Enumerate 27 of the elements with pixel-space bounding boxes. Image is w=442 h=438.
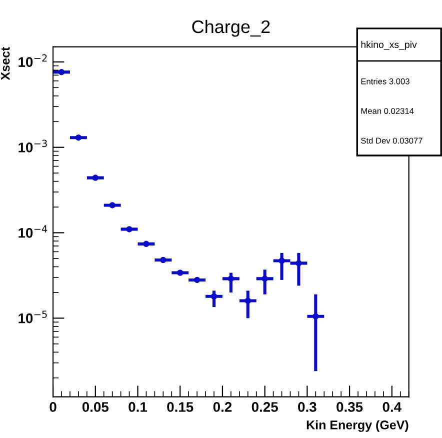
x-tick-label: 0.1 xyxy=(128,402,148,412)
y-tick-label: 10$^{−5}$ xyxy=(18,310,47,324)
point xyxy=(278,258,285,264)
point xyxy=(244,298,252,304)
x-tick-label: 0.35 xyxy=(336,402,363,412)
x-tick-label: 0.2 xyxy=(213,402,232,412)
x-tick-label: 0.4 xyxy=(382,402,402,412)
x-tick-label: 0.15 xyxy=(167,402,194,412)
y-tick-label: 10$^{−4}$ xyxy=(18,225,48,238)
annotation: Entries 3.003 xyxy=(361,78,410,84)
x-tick-label: 0.3 xyxy=(298,402,316,412)
y-axis-title: Xsect xyxy=(1,47,10,80)
point xyxy=(296,260,302,266)
point xyxy=(312,313,319,320)
point xyxy=(228,276,234,282)
annotation: hkino_xs_piv xyxy=(361,40,417,50)
x-tick-label: 0 xyxy=(50,402,56,412)
x-axis-title: Kin Energy (GeV) xyxy=(306,420,408,432)
x-tick-label: 0.05 xyxy=(82,402,109,412)
point xyxy=(210,293,218,300)
chart-title: Charge_2 xyxy=(192,20,270,37)
point xyxy=(262,276,268,282)
annotation: Std Dev 0.03077 xyxy=(361,137,422,144)
y-tick-label: 10$^{−3}$ xyxy=(18,140,47,152)
y-tick-label: 10$^{−2}$ xyxy=(18,54,47,67)
x-tick-label: 0.25 xyxy=(252,402,278,412)
annotation: Mean 0.02314 xyxy=(361,108,414,114)
